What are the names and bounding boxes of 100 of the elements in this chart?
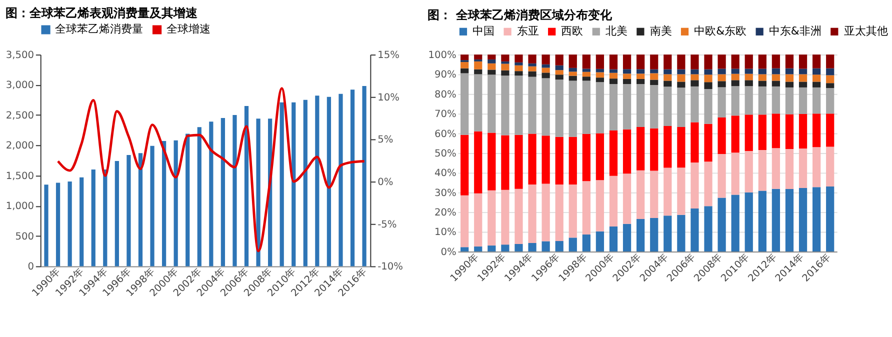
bar xyxy=(636,218,645,252)
bar xyxy=(528,71,536,77)
bar xyxy=(488,246,496,252)
bar xyxy=(718,154,726,198)
bar xyxy=(731,68,740,74)
y-tick-label: 1,000 xyxy=(6,201,34,212)
bar xyxy=(609,84,618,131)
bar xyxy=(460,73,469,135)
bar xyxy=(812,82,821,88)
bar xyxy=(704,124,712,162)
bar xyxy=(609,72,618,79)
bar xyxy=(568,184,577,238)
bar xyxy=(555,184,564,242)
bar xyxy=(718,198,726,252)
bar xyxy=(772,188,780,252)
bar xyxy=(338,94,343,266)
bar xyxy=(582,80,590,134)
bar xyxy=(488,190,496,246)
bar xyxy=(514,134,523,189)
bar xyxy=(744,80,753,86)
y-tick-label: 100% xyxy=(428,50,456,61)
bar xyxy=(785,74,794,82)
y-tick-label: 500 xyxy=(15,231,34,242)
bar xyxy=(812,68,821,75)
bar xyxy=(826,83,834,88)
bar xyxy=(596,68,604,72)
bar xyxy=(677,54,686,70)
legend-label: 全球增速 xyxy=(166,22,210,36)
bar xyxy=(162,141,166,266)
bar xyxy=(501,54,510,62)
bar xyxy=(568,136,577,185)
bar xyxy=(758,114,766,150)
bar xyxy=(690,69,699,74)
bar xyxy=(474,74,482,132)
bar xyxy=(785,87,794,114)
bar xyxy=(555,70,564,75)
bar xyxy=(664,80,672,87)
bar xyxy=(474,69,482,74)
legend-label: 中国 xyxy=(472,24,495,38)
bar xyxy=(528,134,536,185)
bar xyxy=(798,188,808,252)
bar xyxy=(826,68,834,76)
y-tick-label: 40% xyxy=(434,168,456,180)
bar xyxy=(636,78,645,84)
bar xyxy=(80,177,84,266)
bar xyxy=(704,89,712,124)
bar xyxy=(718,54,726,69)
bar xyxy=(704,54,712,70)
bar xyxy=(798,68,808,74)
bar xyxy=(758,68,766,74)
bar xyxy=(474,246,482,252)
bar xyxy=(812,114,821,148)
bar xyxy=(812,187,821,252)
bar xyxy=(664,168,672,216)
bar xyxy=(677,214,686,252)
bar xyxy=(664,216,672,252)
bar xyxy=(772,68,780,74)
bar xyxy=(326,96,332,266)
bar xyxy=(488,63,496,70)
bar xyxy=(758,54,766,69)
bar xyxy=(596,133,604,180)
bar xyxy=(114,160,119,266)
bar xyxy=(528,63,536,66)
bar xyxy=(798,54,808,69)
bar xyxy=(555,65,564,70)
bar xyxy=(501,190,510,245)
bar xyxy=(280,102,284,266)
bar xyxy=(704,206,712,252)
bar xyxy=(542,78,550,136)
bar xyxy=(826,146,834,186)
bar xyxy=(812,87,821,114)
y-tick-label: 60% xyxy=(434,128,456,140)
y-tick-label: 80% xyxy=(434,89,456,100)
bar xyxy=(744,151,753,192)
bar xyxy=(582,181,590,235)
bar xyxy=(690,74,699,80)
bar xyxy=(460,134,469,196)
bar xyxy=(209,122,214,266)
legend-label: 中欧&东欧 xyxy=(694,24,747,38)
bar xyxy=(636,170,645,219)
bar xyxy=(664,54,672,70)
legend-label: 中东&非洲 xyxy=(768,24,822,38)
bar xyxy=(718,118,726,154)
bar xyxy=(826,88,834,114)
bar xyxy=(474,131,482,194)
bar xyxy=(826,186,834,252)
bar xyxy=(798,148,808,188)
bar xyxy=(758,190,766,252)
bar xyxy=(744,68,753,74)
bar xyxy=(596,231,604,252)
bar xyxy=(677,74,686,82)
bar xyxy=(664,126,672,168)
bar xyxy=(718,74,726,82)
bar xyxy=(315,96,320,266)
legend-label: 亚太其他 xyxy=(844,24,888,38)
bar xyxy=(582,54,590,69)
y-tick-label: 1,500 xyxy=(6,170,34,182)
bar xyxy=(568,54,577,68)
bar xyxy=(677,88,686,128)
bar xyxy=(582,134,590,182)
